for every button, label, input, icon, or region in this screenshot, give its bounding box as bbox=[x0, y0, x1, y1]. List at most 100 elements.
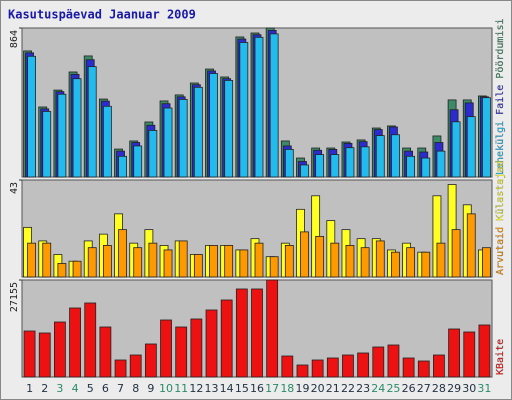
bar bbox=[148, 130, 158, 178]
bar bbox=[448, 328, 460, 378]
legend-label: Faile bbox=[495, 85, 506, 115]
y-tick-label: 43 bbox=[9, 182, 20, 194]
bar bbox=[421, 251, 431, 278]
bar bbox=[133, 145, 143, 178]
bar bbox=[421, 157, 431, 178]
bar bbox=[269, 256, 279, 278]
x-tick-label: 27 bbox=[417, 382, 431, 395]
x-tick-label: 17 bbox=[265, 382, 279, 395]
x-tick-label: 14 bbox=[220, 382, 234, 395]
bar bbox=[330, 242, 340, 278]
bar bbox=[417, 360, 430, 378]
bar bbox=[251, 288, 263, 378]
bar bbox=[342, 354, 354, 378]
bar bbox=[224, 245, 234, 278]
bar bbox=[114, 359, 127, 378]
x-tick-label: 22 bbox=[341, 382, 355, 395]
bar bbox=[99, 326, 112, 378]
x-tick-label: 21 bbox=[326, 382, 340, 395]
bar bbox=[296, 364, 309, 378]
bar bbox=[284, 149, 294, 178]
bar bbox=[72, 260, 82, 278]
bar bbox=[375, 240, 385, 278]
bar bbox=[345, 245, 355, 278]
bar bbox=[345, 147, 355, 178]
chart-title: Kasutuspäevad Jaanuar 2009 bbox=[8, 8, 196, 22]
bar bbox=[87, 247, 97, 278]
bar bbox=[391, 251, 400, 278]
x-tick-label: 31 bbox=[477, 382, 491, 395]
x-tick-label: 28 bbox=[432, 382, 446, 395]
bar bbox=[360, 146, 370, 178]
bar bbox=[205, 309, 218, 378]
legend-label: Pöördumisi bbox=[495, 18, 506, 78]
bar bbox=[330, 154, 340, 178]
bar bbox=[254, 242, 264, 278]
x-tick-label: 6 bbox=[102, 382, 109, 395]
bar bbox=[178, 98, 188, 178]
x-tick-label: 16 bbox=[250, 382, 264, 395]
bar bbox=[239, 42, 249, 178]
bar bbox=[27, 55, 36, 178]
bar bbox=[144, 343, 157, 378]
bar bbox=[148, 242, 158, 278]
bar bbox=[482, 97, 491, 178]
legend-label: Arvutaid bbox=[495, 227, 506, 275]
bar bbox=[315, 154, 325, 178]
bar bbox=[372, 346, 385, 378]
bar bbox=[57, 93, 67, 178]
x-tick-label: 25 bbox=[386, 382, 400, 395]
x-tick-label: 23 bbox=[356, 382, 370, 395]
bar bbox=[466, 116, 476, 178]
bar bbox=[300, 231, 309, 278]
bar bbox=[220, 299, 233, 378]
bar bbox=[87, 66, 97, 178]
bar bbox=[406, 247, 416, 278]
legend-label: Külastajad bbox=[495, 161, 506, 221]
bar bbox=[402, 357, 415, 378]
x-tick-label: 18 bbox=[280, 382, 294, 395]
bar bbox=[406, 155, 416, 178]
bar bbox=[478, 324, 491, 378]
x-tick-label: 26 bbox=[402, 382, 416, 395]
bar bbox=[57, 263, 67, 278]
x-tick-label: 10 bbox=[159, 382, 173, 395]
bar bbox=[387, 344, 400, 378]
x-tick-label: 24 bbox=[371, 382, 385, 395]
bar bbox=[175, 326, 188, 378]
x-tick-label: 5 bbox=[87, 382, 94, 395]
bar bbox=[209, 245, 218, 278]
bar bbox=[23, 330, 36, 378]
x-tick-label: 12 bbox=[189, 382, 203, 395]
bar bbox=[42, 111, 52, 178]
bar bbox=[375, 135, 385, 178]
bar bbox=[102, 105, 112, 178]
bar bbox=[193, 254, 203, 278]
x-tick-label: 8 bbox=[132, 382, 139, 395]
x-tick-label: 2 bbox=[41, 382, 48, 395]
x-tick-label: 19 bbox=[295, 382, 309, 395]
bar bbox=[326, 357, 339, 378]
bar bbox=[266, 279, 279, 378]
bar bbox=[284, 245, 294, 278]
y-tick-label: 27155 bbox=[9, 282, 20, 312]
legend-label: KBaite bbox=[495, 339, 506, 375]
bar bbox=[190, 318, 203, 378]
bar bbox=[451, 229, 461, 278]
bar bbox=[38, 332, 51, 378]
bar bbox=[433, 354, 445, 378]
bar bbox=[129, 354, 142, 378]
bar bbox=[69, 307, 81, 378]
bar bbox=[269, 33, 279, 178]
bar bbox=[311, 359, 324, 378]
bar bbox=[163, 107, 173, 178]
bar bbox=[84, 302, 97, 378]
bar bbox=[118, 229, 127, 278]
bar bbox=[224, 80, 234, 178]
bar bbox=[235, 288, 248, 378]
bar bbox=[27, 242, 36, 278]
bar bbox=[209, 73, 218, 178]
y-tick-label: 864 bbox=[9, 30, 20, 48]
bar bbox=[436, 242, 446, 278]
